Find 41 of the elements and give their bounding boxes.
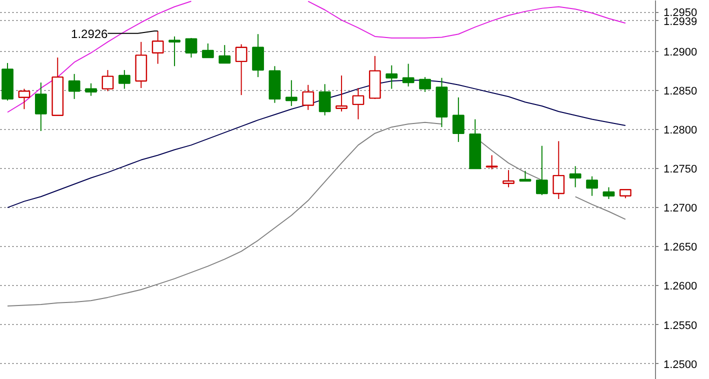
candlestick (402, 63, 414, 87)
y-tick-label: 1.2800 (664, 124, 698, 136)
candlestick (602, 186, 615, 200)
candlestick (419, 76, 431, 92)
candlestick (252, 34, 264, 78)
candlestick (168, 36, 180, 67)
y-tick-label: 1.2600 (664, 280, 698, 293)
candlestick (85, 82, 97, 96)
candlestick (569, 166, 582, 188)
y-tick-label: 1.2650 (664, 242, 698, 254)
candlestick (185, 38, 198, 58)
candlestick (68, 73, 80, 100)
candlestick (318, 84, 331, 116)
candlestick (502, 170, 514, 188)
candlestick (202, 42, 214, 58)
candlestick (536, 145, 548, 196)
candlestick (18, 88, 30, 110)
candlestick (519, 170, 532, 182)
candlestick (285, 80, 298, 106)
y-tick-label: 1.2700 (664, 202, 698, 215)
candlestick (386, 64, 398, 90)
candlestick (218, 44, 231, 64)
y-tick-label: 1.2550 (664, 320, 698, 332)
candlestick (302, 84, 314, 110)
candlestick (102, 70, 114, 92)
candlestick (586, 176, 598, 196)
candlestick (486, 154, 498, 170)
candlestick (235, 44, 248, 96)
candlestick (336, 75, 348, 112)
y-tick-label: 1.2750 (664, 164, 698, 176)
y-tick-label: 1.2500 (664, 358, 698, 371)
y-tick-label: 1.2900 (664, 46, 698, 58)
candlestick (452, 96, 464, 142)
annotation: 1.2926 (71, 26, 108, 41)
candlestick (34, 82, 47, 132)
candlestick (152, 30, 164, 64)
candlestick (352, 88, 364, 120)
y-tick-label: 1.2850 (664, 85, 698, 98)
candlestick (118, 70, 130, 90)
y-tick-label: 1.2939 (664, 16, 698, 28)
candlestick (552, 140, 565, 200)
